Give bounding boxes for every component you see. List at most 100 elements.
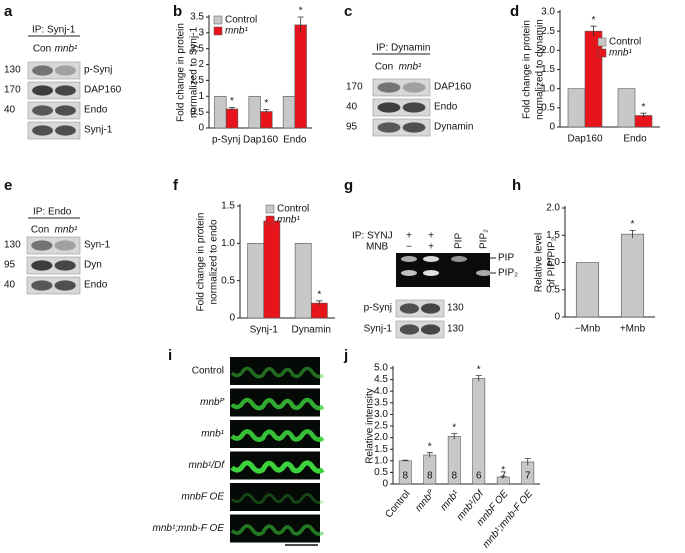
- micrograph: [230, 483, 320, 511]
- error-bar: [640, 112, 647, 118]
- blot-band: [32, 85, 53, 96]
- blot-band: [55, 125, 76, 136]
- legend-swatch: [213, 26, 223, 36]
- y-tick-label: 2.5: [190, 43, 204, 54]
- x-tick-label: Dap160: [567, 134, 602, 145]
- ip-label: IP: Dynamin: [376, 43, 430, 54]
- lipid-lane: PIP₂: [479, 229, 490, 249]
- y-tick-label: 0.5: [374, 467, 388, 478]
- tlc-spot: [401, 256, 417, 262]
- n-label: 7: [500, 471, 506, 482]
- significance: *: [230, 96, 234, 107]
- image-label: mnbᴾ: [200, 397, 224, 408]
- synaptic-bouton: [230, 524, 325, 536]
- blot-band: [55, 65, 76, 76]
- legend-swatch: [265, 215, 275, 225]
- panel-letter: f: [173, 177, 179, 194]
- lane-label: Con: [31, 225, 49, 236]
- ip-label: IP: Endo: [33, 207, 72, 218]
- synaptic-bouton: [230, 429, 325, 442]
- lane-label: mnb¹: [399, 62, 422, 73]
- image-label: mnbF OE: [181, 492, 224, 503]
- band-label: PIP: [498, 253, 514, 264]
- y-tick-label: 0: [554, 312, 560, 323]
- image-label: Control: [192, 366, 224, 377]
- bar: [617, 88, 636, 128]
- legend-label: Control: [609, 37, 641, 48]
- blot-band: [54, 240, 76, 251]
- row-label: Synj-1: [84, 125, 113, 136]
- legend-swatch: [597, 37, 607, 47]
- error-bar: [590, 25, 597, 37]
- mw-label: 95: [346, 122, 358, 133]
- blot-band: [420, 324, 441, 335]
- y-tick-label: 2.0: [546, 203, 560, 214]
- error-bar: [229, 106, 236, 111]
- x-tick-label: Endo: [283, 135, 307, 146]
- row-label: DAP160: [84, 85, 122, 96]
- n-label: 8: [402, 471, 408, 482]
- panel-letter: a: [4, 3, 13, 20]
- significance: *: [317, 289, 321, 300]
- legend-label: mnb¹: [609, 48, 632, 59]
- y-axis-label: normalized to endo: [209, 219, 220, 304]
- n-label: 8: [451, 471, 457, 482]
- blot-band: [31, 280, 53, 291]
- y-axis-label: Fold change in protein: [522, 20, 533, 119]
- significance: *: [501, 465, 505, 476]
- bar: [620, 233, 645, 318]
- blot-band: [402, 102, 426, 113]
- bar: [260, 111, 273, 129]
- y-tick-label: 1.5: [374, 444, 388, 455]
- mnb-label: MNB: [366, 242, 389, 253]
- blot-band: [32, 125, 53, 136]
- y-tick-label: 1.5: [546, 230, 560, 241]
- significance: *: [631, 219, 635, 230]
- y-tick-label: 2: [198, 59, 204, 70]
- error-bar: [451, 433, 458, 440]
- lane-label: mnb¹: [55, 44, 78, 55]
- y-tick-label: 2.0: [374, 432, 388, 443]
- error-bar: [263, 109, 270, 114]
- panel-letter: d: [510, 3, 519, 20]
- bar: [214, 95, 227, 129]
- x-tick-label: Synj-1: [250, 325, 279, 336]
- legend-swatch: [213, 15, 223, 25]
- legend-label: Control: [277, 204, 309, 215]
- y-tick-label: 0.5: [546, 284, 560, 295]
- synaptic-bouton: [230, 493, 324, 505]
- bar: [575, 262, 600, 318]
- y-tick-label: 1.5: [541, 64, 555, 75]
- significance: *: [592, 15, 596, 26]
- blot-band: [402, 122, 426, 133]
- bar: [282, 95, 296, 129]
- row-label: Syn-1: [84, 240, 111, 251]
- mw-label: 40: [346, 102, 358, 113]
- row-label: Endo: [84, 280, 108, 291]
- synaptic-bouton: [230, 460, 325, 474]
- lane-label: mnb¹: [55, 225, 78, 236]
- mw-label: 170: [4, 85, 21, 96]
- y-axis-label: Relative intensity: [365, 388, 376, 464]
- mw-label: 95: [4, 260, 16, 271]
- y-tick-label: 0: [382, 479, 388, 490]
- y-tick-label: 0: [198, 123, 204, 134]
- bar: [248, 95, 261, 129]
- lane-label: Con: [375, 62, 393, 73]
- error-bar: [297, 16, 304, 33]
- synaptic-bouton: [230, 366, 325, 379]
- row-label: Dyn: [84, 260, 102, 271]
- sign: −: [406, 242, 412, 253]
- image-label: mnb¹: [201, 429, 224, 440]
- ip-label: IP: SYNJ: [352, 231, 393, 242]
- sign: +: [428, 231, 434, 242]
- y-tick-label: 1.5: [190, 75, 204, 86]
- y-axis-label: normalized to Synj-1: [189, 26, 200, 118]
- panel-letter: c: [344, 3, 352, 20]
- mw-label: 130: [447, 324, 464, 335]
- blot-band: [399, 303, 420, 314]
- row-label: Endo: [84, 105, 108, 116]
- x-tick-label: mnbᴾ: [413, 488, 437, 514]
- y-tick-label: 1.0: [546, 257, 560, 268]
